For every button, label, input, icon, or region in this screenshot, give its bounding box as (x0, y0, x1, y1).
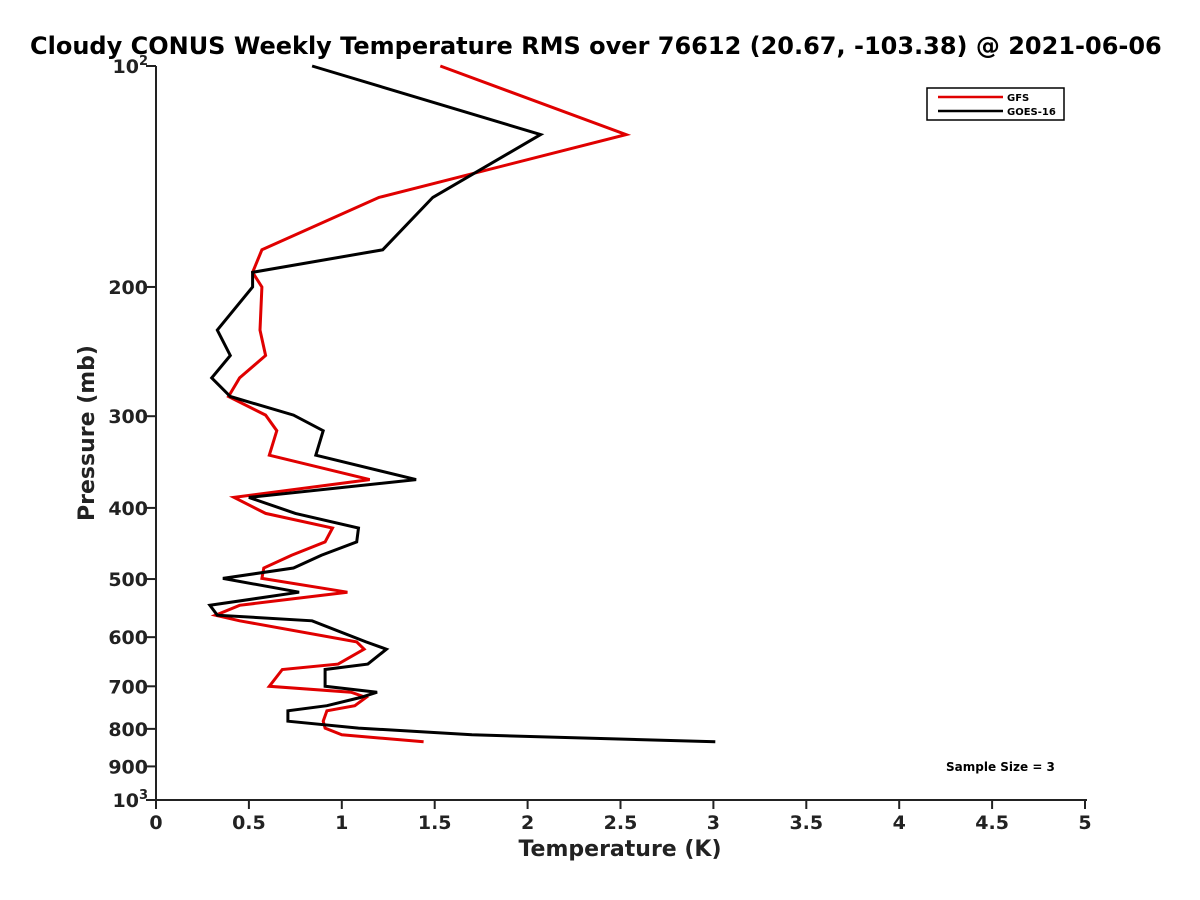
legend: GFS GOES-16 (926, 87, 1065, 121)
x-tick-label: 3 (707, 812, 720, 834)
x-tick-label: 4.5 (975, 812, 1009, 834)
y-tick-label: 400 (108, 498, 148, 520)
x-tick-label: 1.5 (418, 812, 452, 834)
series-layer (207, 64, 716, 744)
y-axis-ticks: 102 200 300 400 500 600 700 800 900 103 (108, 54, 156, 812)
y-tick-label: 800 (108, 719, 148, 741)
y-tick-label: 500 (108, 569, 148, 591)
legend-label-goes16: GOES-16 (1007, 107, 1056, 118)
x-tick-label: 2.5 (604, 812, 638, 834)
y-tick-label: 200 (108, 277, 148, 299)
x-tick-label: 1 (335, 812, 348, 834)
y-tick-label: 103 (113, 788, 149, 812)
y-tick-label: 700 (108, 676, 148, 698)
x-axis-ticks: 0 0.5 1 1.5 2 2.5 3 3.5 4 4.5 5 (149, 799, 1092, 834)
y-tick-label: 300 (108, 406, 148, 428)
x-axis-label: Temperature (K) (518, 837, 721, 862)
series-line-goes-16 (207, 64, 716, 744)
x-tick-label: 0.5 (232, 812, 266, 834)
y-axis-label: Pressure (mb) (75, 345, 100, 521)
x-tick-label: 2 (521, 812, 534, 834)
series-line-gfs (210, 64, 632, 744)
legend-label-gfs: GFS (1007, 93, 1029, 104)
x-tick-label: 3.5 (789, 812, 823, 834)
chart-title: Cloudy CONUS Weekly Temperature RMS over… (30, 32, 1162, 60)
sample-size-annotation: Sample Size = 3 (946, 760, 1055, 774)
y-tick-label: 600 (108, 627, 148, 649)
y-tick-label: 102 (113, 54, 149, 78)
x-tick-label: 5 (1078, 812, 1091, 834)
x-tick-label: 4 (893, 812, 906, 834)
x-tick-label: 0 (149, 812, 162, 834)
y-tick-label: 900 (108, 756, 148, 778)
y-axis-line (155, 66, 157, 801)
legend-box (926, 87, 1065, 121)
